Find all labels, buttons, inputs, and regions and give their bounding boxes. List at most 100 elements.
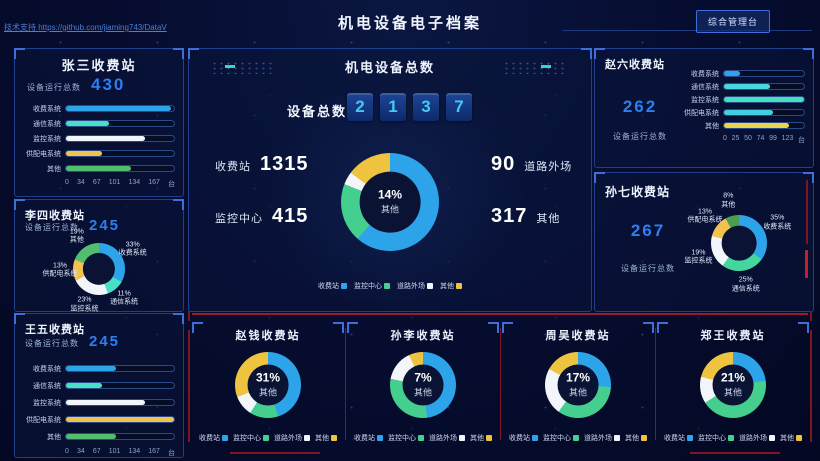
pie-slice-label: 19% 监控系统 [684,249,713,265]
legend-item[interactable]: 道路外场 [739,433,775,443]
axis-tick: 101 [108,179,121,186]
legend-label: 其他 [780,435,794,442]
platform-button[interactable]: 综合管理台 [696,10,771,33]
legend-label: 道路外场 [429,435,457,442]
legend-item[interactable]: 道路外场 [274,433,310,443]
legend-item[interactable]: 监控中心 [354,281,390,291]
donut-hole [82,252,116,286]
axis-tick: 0 [65,179,69,186]
bar-track [65,135,175,142]
total-value: 262 [622,97,658,116]
axis-tick: 134 [128,448,141,455]
panel-zhaoqian-station: 赵钱收费站 31% 其他 收费站 监控中心 道路外场 其他 [192,322,344,456]
axis-tick: 台 [167,450,175,457]
bar-chart-wangwu: 收费系统 通信系统 监控系统 供配电系统 其他 0 34 67 101 134 167 台 [21,360,175,458]
donut-chart-zhaoqian: 31% 其他 [193,345,343,425]
stat-value: 415 [272,205,309,227]
bottom-divider-1 [345,328,346,440]
donut-hole: 21% 其他 [712,364,754,406]
legend-item[interactable]: 其他 [470,433,492,443]
bar-row: 通信系统 [21,377,175,394]
legend-item[interactable]: 其他 [625,433,647,443]
bar-category-label: 通信系统 [33,120,61,128]
bar-category-label: 收费系统 [691,70,719,78]
axis-tick: 101 [108,448,121,455]
bottom-frame-right-hook [810,311,812,321]
stat-label: 收费站 [215,161,251,173]
header-deco-line [562,30,812,31]
legend-label: 监控中心 [543,435,571,442]
bar-fill [66,151,102,156]
legend-swatch-icon [532,435,538,441]
legend-item[interactable]: 收费站 [354,433,383,443]
axis-tick: 台 [167,181,175,188]
bar-track [65,105,175,112]
bar-category-label: 监控系统 [33,135,61,143]
legend-label: 监控中心 [388,435,416,442]
legend-item[interactable]: 监控中心 [543,433,579,443]
donut-chart-zhengwang: 21% 其他 [658,345,808,425]
legend-item[interactable]: 收费站 [509,433,538,443]
legend-item[interactable]: 收费站 [199,433,228,443]
axis-tick: 50 [744,135,752,142]
axis-tick: 167 [148,448,160,455]
bar-fill [66,366,117,371]
pie-slice-label: 19% 其他 [69,228,84,244]
bar-track [65,150,175,157]
deco-dash-left [225,65,235,68]
legend-item[interactable]: 收费站 [318,281,347,291]
legend-item[interactable]: 其他 [440,281,462,291]
total-digit-card: 3 [413,93,439,121]
bar-row: 通信系统 [675,80,805,93]
donut-ring [73,243,125,295]
axis-tick: 67 [92,179,101,186]
legend-item[interactable]: 道路外场 [429,433,465,443]
legend-zhouwu: 收费站 监控中心 道路外场 其他 [503,433,653,443]
donut-center-label: 其他 [413,388,432,398]
stat-tollstation: 收费站 1315 [215,153,309,176]
donut-hole: 17% 其他 [557,364,599,406]
legend-item[interactable]: 其他 [780,433,802,443]
legend-label: 收费站 [318,283,339,290]
pie-slice-label: 35% 收费系统 [763,215,792,231]
bottom-frame-left-hook [188,311,190,321]
deco-dots-left [211,61,275,74]
total-label: 设备运行总数 [621,264,675,273]
legend-zhaoqian: 收费站 监控中心 道路外场 其他 [193,433,343,443]
total-value: 267 [630,221,666,240]
bottom-deco-dash-left [230,452,320,454]
legend-item[interactable]: 道路外场 [397,281,433,291]
legend-label: 道路外场 [274,435,302,442]
bar-category-label: 监控系统 [33,399,61,407]
pie-slice-label: 13% 供配电系统 [42,262,78,278]
total-value: 245 [89,217,121,234]
stat-value: 90 [491,153,516,175]
pie-slice-label: 33% 收费系统 [118,241,147,257]
tech-support-link[interactable]: 技术支持 https://github.com/jiaming743/DataV [4,22,167,33]
panel-sunqi-station: 孙七收费站 267 设备运行总数 35% 收费系统 25% 通信系统 19% 监控系统 13… [594,172,814,312]
legend-item[interactable]: 收费站 [664,433,693,443]
bar-category-label: 其他 [47,165,61,173]
legend-item[interactable]: 道路外场 [584,433,620,443]
legend-item[interactable]: 监控中心 [698,433,734,443]
panel-title: 李四收费站 [25,210,85,222]
legend-item[interactable]: 其他 [315,433,337,443]
bottom-divider-2 [500,328,501,440]
bar-row: 收费系统 [21,360,175,377]
legend-sunli: 收费站 监控中心 道路外场 其他 [348,433,498,443]
donut-ring: 7% 其他 [390,352,456,418]
legend-item[interactable]: 监控中心 [233,433,269,443]
legend-swatch-icon [641,435,647,441]
legend-label: 其他 [625,435,639,442]
donut-center-percent: 7% [414,371,432,385]
donut-center-percent: 14% [377,188,403,202]
legend-item[interactable]: 监控中心 [388,433,424,443]
legend-label: 其他 [440,283,454,290]
axis-tick: 0 [65,448,69,455]
bottom-divider-3 [655,328,656,440]
panel-title: 周吴收费站 [545,330,611,342]
bar-fill [66,121,110,126]
panel-zhaoliu-station: 赵六收费站 262 设备运行总数 收费系统 通信系统 监控系统 供配电系统 其他 0 25 5… [594,48,814,168]
panel-title: 孙七收费站 [605,185,671,199]
donut-chart-sunli: 7% 其他 [348,345,498,425]
